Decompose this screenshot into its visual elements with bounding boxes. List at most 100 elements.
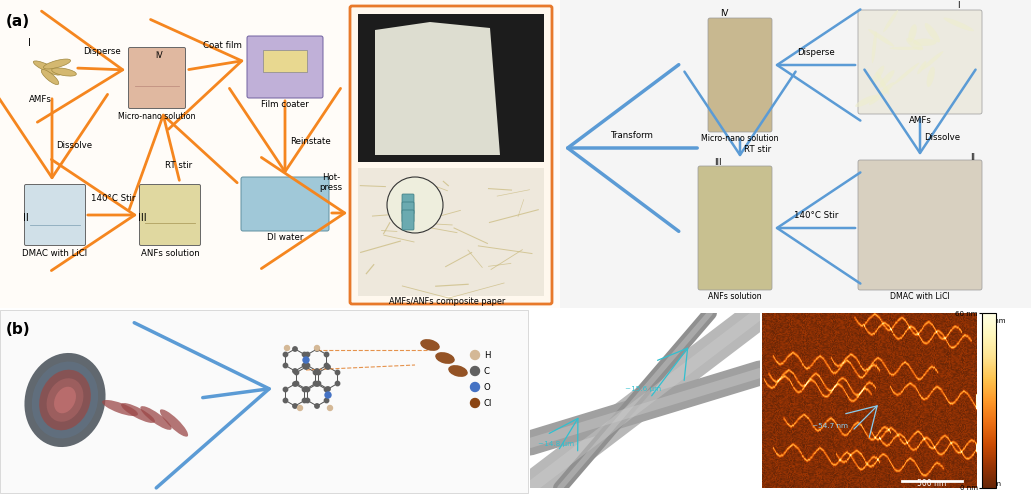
Text: AMFs: AMFs xyxy=(29,95,52,104)
Bar xyxy=(0,0,560,308)
Ellipse shape xyxy=(160,409,188,437)
Text: DMAC with LiCl: DMAC with LiCl xyxy=(890,292,950,301)
Text: III: III xyxy=(138,213,146,223)
Circle shape xyxy=(325,363,329,368)
FancyBboxPatch shape xyxy=(241,177,329,231)
Ellipse shape xyxy=(943,18,974,31)
FancyBboxPatch shape xyxy=(402,210,414,230)
Text: AMFs/ANFs composite paper: AMFs/ANFs composite paper xyxy=(389,297,505,306)
Text: ANFs solution: ANFs solution xyxy=(708,292,762,301)
Circle shape xyxy=(326,387,330,391)
Circle shape xyxy=(317,381,321,386)
Text: Coat film: Coat film xyxy=(202,41,241,50)
Text: ~14.8 μm: ~14.8 μm xyxy=(538,441,574,447)
Circle shape xyxy=(335,370,340,375)
Ellipse shape xyxy=(46,378,84,422)
Ellipse shape xyxy=(868,29,894,47)
Circle shape xyxy=(305,363,309,368)
Text: 60 nm: 60 nm xyxy=(983,318,1005,324)
Bar xyxy=(263,50,307,72)
Ellipse shape xyxy=(927,67,935,87)
Circle shape xyxy=(387,177,443,233)
Text: (d): (d) xyxy=(765,322,790,337)
Text: I: I xyxy=(958,1,960,10)
Circle shape xyxy=(304,387,308,391)
Ellipse shape xyxy=(871,66,885,85)
Ellipse shape xyxy=(921,51,943,70)
Ellipse shape xyxy=(41,69,59,85)
Text: 0 nm: 0 nm xyxy=(983,481,1001,487)
Text: Transform: Transform xyxy=(610,131,654,140)
Circle shape xyxy=(317,370,321,375)
Text: Dissolve: Dissolve xyxy=(56,141,92,149)
Circle shape xyxy=(325,387,329,392)
Bar xyxy=(560,0,1031,308)
Text: O: O xyxy=(484,383,491,392)
Text: 50 μm: 50 μm xyxy=(700,479,724,488)
Circle shape xyxy=(305,398,309,403)
Ellipse shape xyxy=(435,352,455,364)
Text: AMFs: AMFs xyxy=(908,116,931,125)
Circle shape xyxy=(304,365,308,369)
FancyBboxPatch shape xyxy=(858,10,982,114)
Ellipse shape xyxy=(39,370,91,430)
Circle shape xyxy=(285,346,290,350)
Text: Micro-nano solution: Micro-nano solution xyxy=(701,134,778,143)
Text: 140°C Stir: 140°C Stir xyxy=(91,194,135,203)
Circle shape xyxy=(314,382,320,386)
Circle shape xyxy=(314,404,320,408)
Circle shape xyxy=(313,370,318,375)
Circle shape xyxy=(313,381,318,386)
Text: I: I xyxy=(28,38,31,48)
Circle shape xyxy=(302,398,307,403)
FancyBboxPatch shape xyxy=(25,185,86,246)
Text: IV: IV xyxy=(720,9,728,18)
Ellipse shape xyxy=(871,31,876,63)
Text: C: C xyxy=(484,366,490,376)
Circle shape xyxy=(314,347,320,351)
Ellipse shape xyxy=(913,39,936,46)
Circle shape xyxy=(298,405,302,410)
Circle shape xyxy=(294,370,299,375)
Circle shape xyxy=(284,398,288,403)
Bar xyxy=(358,14,544,162)
Text: H: H xyxy=(484,350,491,359)
Ellipse shape xyxy=(140,406,171,430)
Circle shape xyxy=(293,347,297,351)
Circle shape xyxy=(305,352,309,357)
Circle shape xyxy=(293,404,297,408)
Ellipse shape xyxy=(855,95,876,107)
Text: Hot-
press: Hot- press xyxy=(320,173,342,192)
Ellipse shape xyxy=(890,47,923,50)
Ellipse shape xyxy=(32,361,98,439)
Text: ~15.6 μm: ~15.6 μm xyxy=(625,386,661,392)
Ellipse shape xyxy=(918,61,927,74)
Circle shape xyxy=(470,398,479,407)
FancyBboxPatch shape xyxy=(139,185,200,246)
Circle shape xyxy=(325,398,329,403)
Text: Cl: Cl xyxy=(484,398,493,407)
Text: DMAC with LiCl: DMAC with LiCl xyxy=(23,249,88,258)
Text: (a): (a) xyxy=(6,14,30,29)
Text: RT stir: RT stir xyxy=(165,160,192,169)
Polygon shape xyxy=(375,22,500,155)
Circle shape xyxy=(470,383,479,392)
Circle shape xyxy=(284,352,288,357)
FancyBboxPatch shape xyxy=(402,202,414,222)
Ellipse shape xyxy=(421,339,440,351)
Circle shape xyxy=(326,365,330,369)
Circle shape xyxy=(302,352,307,357)
Text: Reinstate: Reinstate xyxy=(290,138,331,147)
Ellipse shape xyxy=(121,403,155,423)
Text: II: II xyxy=(23,213,29,223)
FancyBboxPatch shape xyxy=(129,48,186,108)
Text: Micro-nano solution: Micro-nano solution xyxy=(119,112,196,121)
Text: Film coater: Film coater xyxy=(261,100,309,109)
FancyBboxPatch shape xyxy=(708,18,772,132)
Circle shape xyxy=(470,366,479,376)
Text: IV: IV xyxy=(155,51,163,60)
Ellipse shape xyxy=(52,68,76,76)
Ellipse shape xyxy=(25,353,105,447)
Circle shape xyxy=(284,363,288,368)
FancyBboxPatch shape xyxy=(698,166,772,290)
